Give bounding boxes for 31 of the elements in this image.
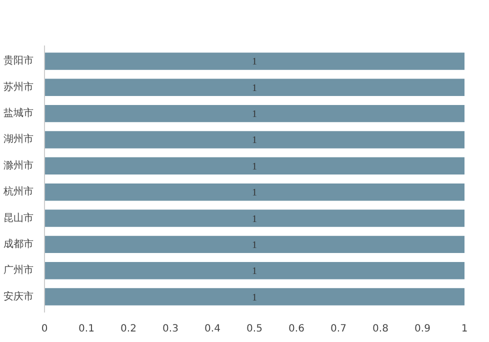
x-tick-label: 0.7 xyxy=(330,324,346,334)
x-tick-label: 0 xyxy=(41,324,48,334)
y-tick-label: 广州市 xyxy=(4,264,34,276)
x-tick-label: 1 xyxy=(461,324,468,334)
y-tick-label: 杭州市 xyxy=(2,186,34,198)
y-tick-label: 安庆市 xyxy=(4,290,34,302)
data-label: 1 xyxy=(252,82,257,94)
x-tick-label: 0.2 xyxy=(120,324,136,334)
data-label: 1 xyxy=(252,214,257,225)
data-label: 1 xyxy=(252,109,257,120)
x-tick-label: 0.4 xyxy=(204,324,220,334)
x-tick-label: 0.3 xyxy=(162,324,178,334)
data-label: 1 xyxy=(252,135,257,146)
y-tick-label: 湖州市 xyxy=(4,133,34,146)
y-tick-label: 苏州市 xyxy=(4,80,34,93)
data-label: 1 xyxy=(252,240,257,251)
y-tick-label: 盐城市 xyxy=(4,107,34,120)
data-label: 1 xyxy=(252,188,257,199)
y-tick-label: 昆山市 xyxy=(4,212,34,224)
x-tick-label: 0.1 xyxy=(78,324,94,334)
x-tick-label: 0.5 xyxy=(246,324,262,334)
x-tick-label: 0.8 xyxy=(372,324,388,334)
y-tick-label: 滁州市 xyxy=(4,159,34,172)
data-label: 1 xyxy=(252,266,257,278)
x-tick-label: 0.9 xyxy=(414,324,430,334)
y-tick-label: 贵阳市 xyxy=(4,54,34,67)
data-label: 1 xyxy=(252,161,257,172)
data-label: 1 xyxy=(252,292,257,304)
y-tick-label: 成都市 xyxy=(4,238,34,250)
x-tick-label: 0.6 xyxy=(288,324,304,334)
data-label: 1 xyxy=(252,56,257,68)
